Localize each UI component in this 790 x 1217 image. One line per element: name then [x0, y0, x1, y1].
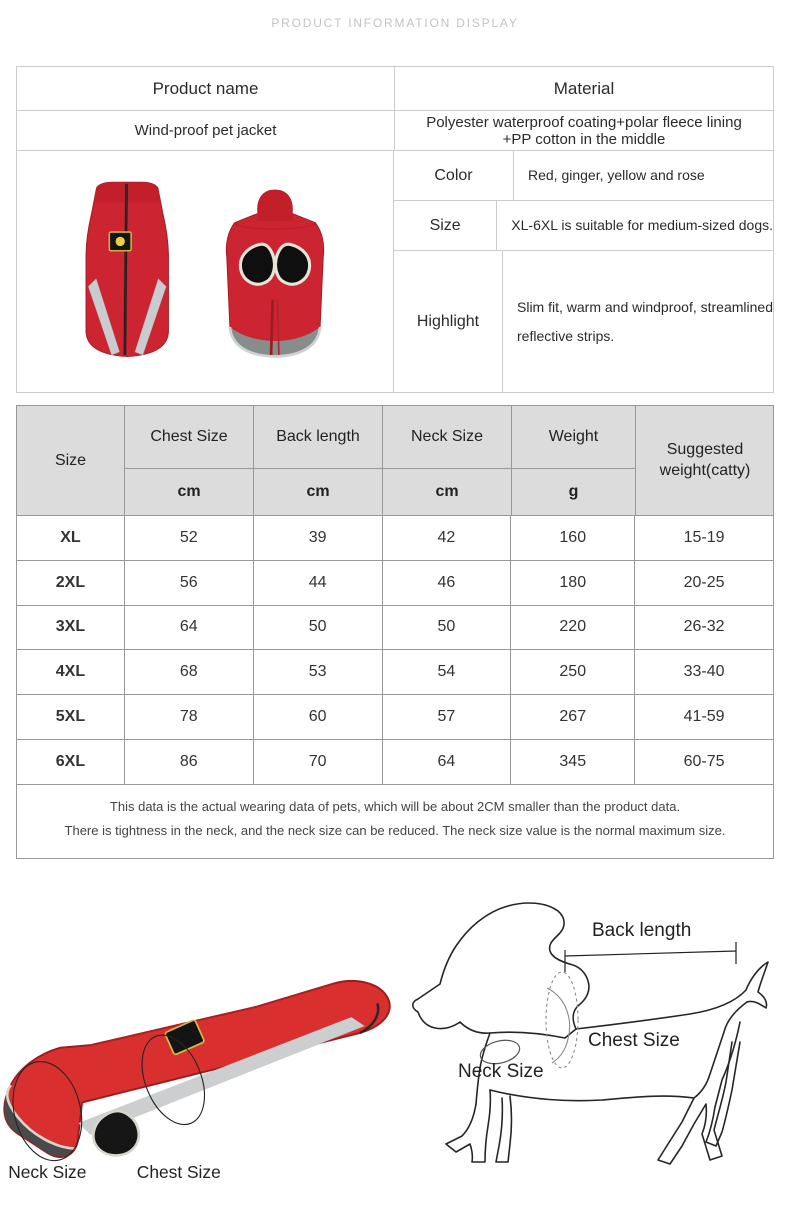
svg-text:Back length: Back length — [592, 920, 691, 941]
svg-text:Neck Size: Neck Size — [8, 1162, 86, 1182]
svg-text:Neck Size: Neck Size — [458, 1061, 544, 1082]
svg-text:Chest Size: Chest Size — [137, 1162, 221, 1182]
svg-text:Chest Size: Chest Size — [588, 1030, 680, 1051]
